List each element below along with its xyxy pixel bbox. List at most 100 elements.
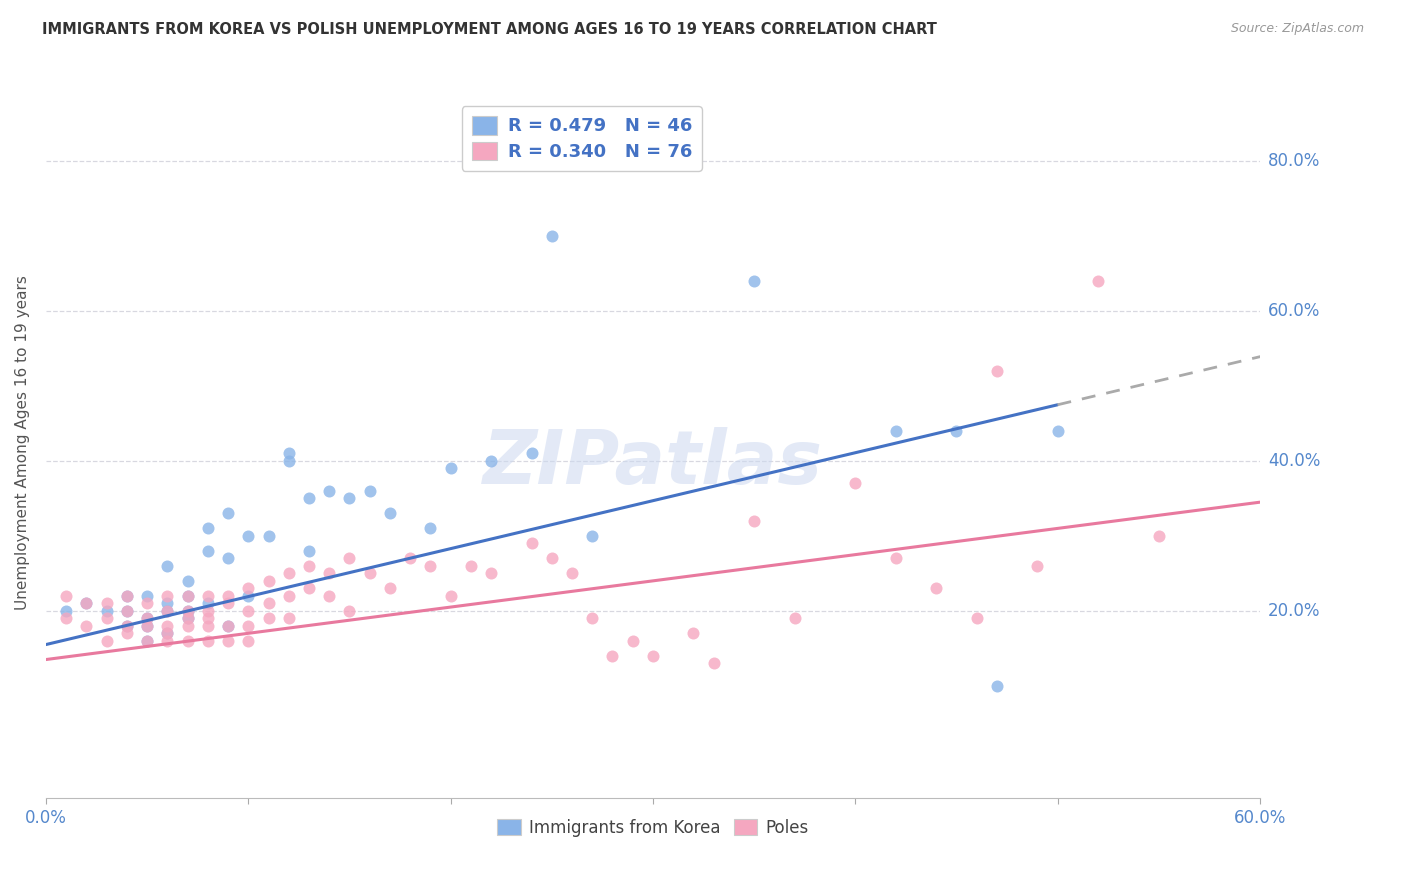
Point (176, 619, 198, 633)
Point (176, 611, 198, 625)
Point (75, 596, 97, 610)
Point (641, 648, 664, 663)
Point (115, 626, 138, 640)
Point (439, 589, 461, 603)
Point (156, 604, 179, 618)
Text: 80.0%: 80.0% (1268, 153, 1320, 170)
Point (217, 551, 239, 566)
Point (217, 619, 239, 633)
Text: IMMIGRANTS FROM KOREA VS POLISH UNEMPLOYMENT AMONG AGES 16 TO 19 YEARS CORRELATI: IMMIGRANTS FROM KOREA VS POLISH UNEMPLOY… (42, 22, 936, 37)
Point (257, 611, 280, 625)
Point (277, 446, 299, 460)
Point (581, 529, 603, 543)
Point (156, 626, 179, 640)
Point (277, 589, 299, 603)
Legend: Immigrants from Korea, Poles: Immigrants from Korea, Poles (491, 812, 815, 843)
Point (479, 454, 502, 468)
Point (96, 633, 118, 648)
Point (115, 589, 138, 603)
Point (238, 619, 260, 633)
Point (884, 424, 907, 438)
Point (318, 566, 340, 581)
Point (540, 551, 562, 566)
Point (156, 589, 179, 603)
Point (96, 604, 118, 618)
Point (136, 619, 159, 633)
Point (115, 619, 138, 633)
Point (115, 604, 138, 618)
Point (238, 529, 260, 543)
Point (197, 589, 219, 603)
Point (55, 611, 77, 625)
Text: 40.0%: 40.0% (1268, 452, 1320, 470)
Point (136, 611, 159, 625)
Point (238, 582, 260, 596)
Point (156, 619, 179, 633)
Point (176, 604, 198, 618)
Text: ZIPatlas: ZIPatlas (482, 427, 823, 500)
Point (884, 551, 907, 566)
Point (136, 589, 159, 603)
Point (339, 604, 361, 618)
Point (156, 633, 179, 648)
Point (298, 558, 321, 573)
Point (136, 619, 159, 633)
Point (520, 536, 543, 550)
Point (217, 507, 239, 521)
Point (277, 566, 299, 581)
Point (277, 454, 299, 468)
Point (1026, 558, 1049, 573)
Point (581, 611, 603, 625)
Point (298, 544, 321, 558)
Point (703, 657, 725, 671)
Point (115, 589, 138, 603)
Point (136, 596, 159, 610)
Point (339, 551, 361, 566)
Point (257, 574, 280, 588)
Text: Source: ZipAtlas.com: Source: ZipAtlas.com (1230, 22, 1364, 36)
Point (176, 589, 198, 603)
Point (136, 633, 159, 648)
Point (277, 611, 299, 625)
Point (217, 633, 239, 648)
Text: 60.0%: 60.0% (1268, 302, 1320, 320)
Point (339, 491, 361, 506)
Point (217, 619, 239, 633)
Point (602, 648, 624, 663)
Point (378, 507, 401, 521)
Point (561, 566, 583, 581)
Point (115, 604, 138, 618)
Point (197, 611, 219, 625)
Point (55, 604, 77, 618)
Point (96, 596, 118, 610)
Point (96, 611, 118, 625)
Point (176, 611, 198, 625)
Point (238, 604, 260, 618)
Point (217, 589, 239, 603)
Point (742, 274, 765, 288)
Point (318, 589, 340, 603)
Point (156, 626, 179, 640)
Point (238, 633, 260, 648)
Point (257, 529, 280, 543)
Point (419, 558, 441, 573)
Point (176, 574, 198, 588)
Point (1087, 274, 1109, 288)
Point (75, 596, 97, 610)
Point (55, 589, 77, 603)
Point (966, 611, 988, 625)
Point (197, 619, 219, 633)
Point (783, 611, 806, 625)
Point (742, 514, 765, 528)
Point (682, 626, 704, 640)
Point (298, 491, 321, 506)
Point (257, 596, 280, 610)
Point (298, 582, 321, 596)
Point (176, 633, 198, 648)
Point (156, 604, 179, 618)
Point (197, 521, 219, 535)
Point (378, 582, 401, 596)
Point (238, 589, 260, 603)
Point (156, 596, 179, 610)
Point (176, 589, 198, 603)
